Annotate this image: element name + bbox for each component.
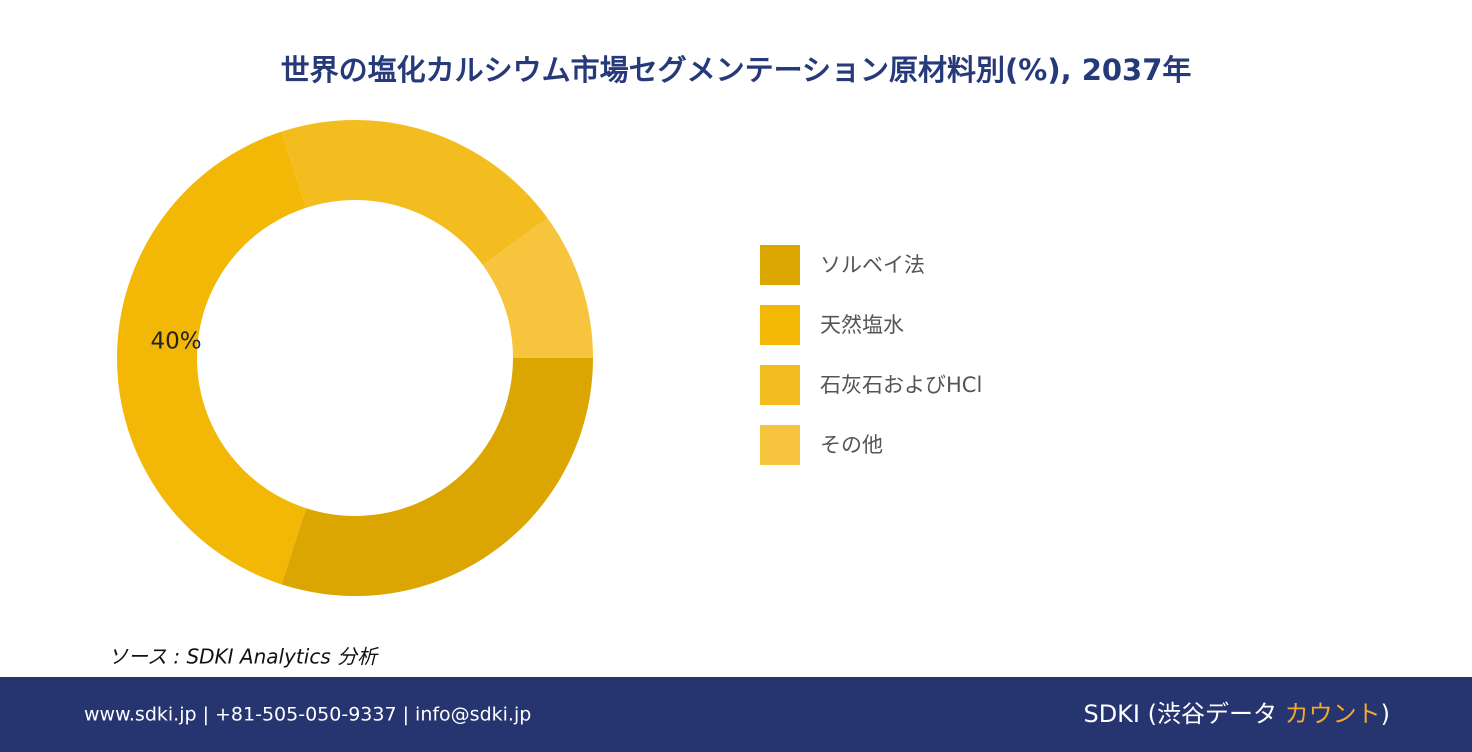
legend-swatch <box>760 365 800 405</box>
footer-brand: SDKI (渋谷データ カウント) <box>1083 700 1390 728</box>
legend-label: ソルベイ法 <box>820 253 925 277</box>
legend-label: 石灰石およびHCl <box>820 373 982 397</box>
legend-label: その他 <box>820 433 883 457</box>
chart-title: 世界の塩化カルシウム市場セグメンテーション原材料別(%), 2037年 <box>281 53 1192 87</box>
donut-slice <box>281 119 548 266</box>
footer-contact: www.sdki.jp | +81-505-050-9337 | info@sd… <box>84 704 531 726</box>
legend-swatch <box>760 245 800 285</box>
donut-slice <box>116 131 307 585</box>
legend-label: 天然塩水 <box>820 313 904 337</box>
slice-label: 40% <box>150 329 201 355</box>
donut-slice <box>482 218 593 358</box>
donut-slice <box>281 358 593 596</box>
legend-swatch <box>760 425 800 465</box>
brand-highlight: カウント <box>1285 700 1381 728</box>
legend-swatch <box>760 305 800 345</box>
brand-end: ) <box>1381 700 1390 728</box>
source-note: ソース : SDKI Analytics 分析 <box>108 645 379 669</box>
footer-band <box>0 677 1472 752</box>
brand: SDKI (渋谷データ <box>1083 700 1284 728</box>
